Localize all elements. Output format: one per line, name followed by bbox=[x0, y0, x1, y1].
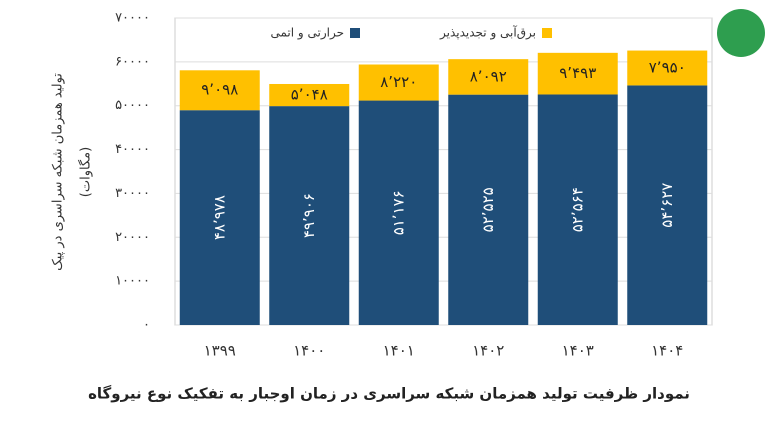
value-label: ۹٬۰۹۸ bbox=[201, 81, 238, 99]
value-label: ۴۸٬۹۷۸ bbox=[210, 195, 228, 240]
value-label: ۸٬۰۹۲ bbox=[470, 67, 507, 85]
bar-segment bbox=[179, 110, 260, 325]
chart-title: نمودار ظرفیت تولید همزمان شبکه سراسری در… bbox=[88, 385, 690, 403]
x-tick-label: ۱۴۰۳ bbox=[562, 342, 594, 360]
bar-segment bbox=[627, 50, 708, 86]
y-tick-label: ۴۰۰۰۰ bbox=[115, 142, 150, 157]
y-axis-unit: (مگاوات) bbox=[78, 147, 94, 197]
legend-swatch bbox=[350, 28, 360, 38]
y-tick-label: ۳۰۰۰۰ bbox=[115, 186, 150, 201]
y-tick-label: ۵۰۰۰۰ bbox=[115, 98, 150, 113]
bar-segment bbox=[358, 100, 439, 325]
legend-label: حرارتی و اتمی bbox=[270, 26, 344, 41]
bar-segment bbox=[448, 94, 529, 326]
bar-segment bbox=[269, 83, 350, 107]
value-label: ۵۲٬۵۲۵ bbox=[479, 187, 497, 232]
bar-segment bbox=[537, 94, 618, 325]
y-tick-label: ۶۰۰۰۰ bbox=[115, 54, 150, 69]
y-tick-label: ۲۰۰۰۰ bbox=[115, 230, 150, 245]
y-tick-label: ۱۰۰۰۰ bbox=[115, 274, 150, 289]
y-axis-label: تولید همزمان شبکه سراسری در پیک bbox=[51, 73, 66, 271]
value-label: ۷٬۹۵۰ bbox=[649, 58, 686, 76]
bar-segment bbox=[448, 59, 529, 95]
value-label: ۵٬۰۴۸ bbox=[291, 86, 328, 104]
value-label: ۵۴٬۶۲۷ bbox=[658, 183, 676, 228]
logo bbox=[717, 9, 765, 57]
bar-segment bbox=[179, 70, 260, 111]
value-label: ۹٬۴۹۳ bbox=[559, 64, 596, 82]
x-tick-label: ۱۳۹۹ bbox=[204, 342, 236, 360]
value-label: ۴۹٬۹۰۶ bbox=[300, 193, 318, 238]
legend-swatch bbox=[542, 28, 552, 38]
bar-segment bbox=[358, 64, 439, 101]
x-tick-label: ۱۴۰۱ bbox=[383, 342, 415, 360]
x-tick-label: ۱۴۰۴ bbox=[651, 342, 683, 360]
y-tick-label: ۷۰۰۰۰ bbox=[115, 11, 150, 26]
y-tick-label: ۰ bbox=[143, 318, 150, 333]
legend-label: برق‌آبی و تجدیدپذیر bbox=[439, 25, 536, 41]
value-label: ۵۱٬۱۷۶ bbox=[389, 190, 407, 235]
bar-segment bbox=[537, 52, 618, 95]
bar-segment bbox=[269, 106, 350, 325]
x-tick-label: ۱۴۰۲ bbox=[472, 342, 504, 360]
value-label: ۵۲٬۵۶۴ bbox=[568, 187, 586, 232]
value-label: ۸٬۲۲۰ bbox=[380, 73, 417, 91]
x-tick-label: ۱۴۰۰ bbox=[293, 342, 325, 360]
bar-segment bbox=[627, 85, 708, 325]
